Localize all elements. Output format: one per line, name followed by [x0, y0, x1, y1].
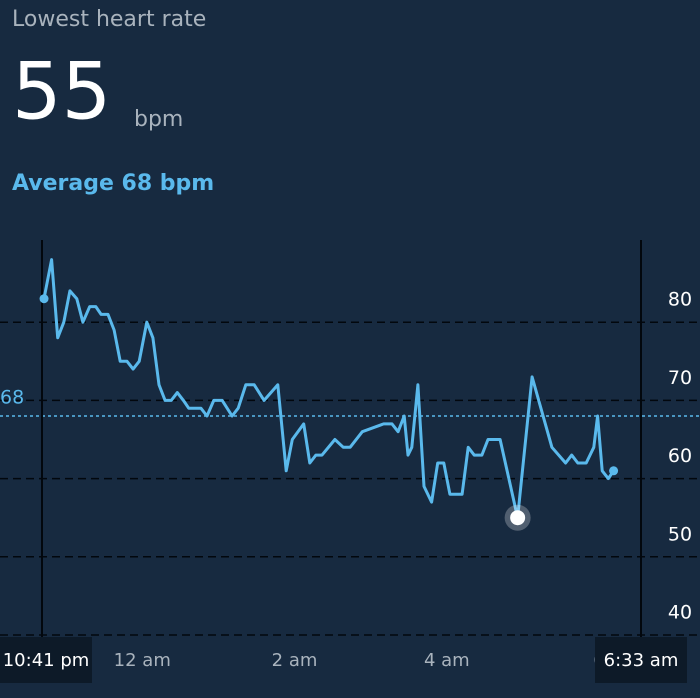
x-tick-label: 12 am [114, 650, 171, 671]
subtitle: Average 68 bpm [12, 171, 214, 196]
y-tick-label: 50 [668, 523, 692, 545]
y-tick-label: 70 [668, 367, 692, 389]
x-tick-label: 2 am [272, 650, 318, 671]
average-label: 68 [0, 387, 24, 409]
lowest-value: 55 [12, 47, 111, 137]
x-tick-label: 6:33 am [604, 650, 679, 671]
y-tick-label: 80 [668, 289, 692, 311]
x-edge-box [595, 637, 687, 683]
y-tick-label: 60 [668, 445, 692, 467]
end-point [39, 294, 49, 304]
end-point [609, 466, 619, 476]
min-point [510, 510, 526, 526]
x-tick-label: 4 am [424, 650, 470, 671]
y-tick-label: 40 [668, 602, 692, 624]
x-tick-label: 10:41 pm [3, 650, 90, 671]
chart-title: Lowest heart rate [12, 7, 206, 32]
unit: bpm [134, 107, 183, 132]
line [42, 258, 615, 520]
x-edge-box [0, 637, 92, 683]
